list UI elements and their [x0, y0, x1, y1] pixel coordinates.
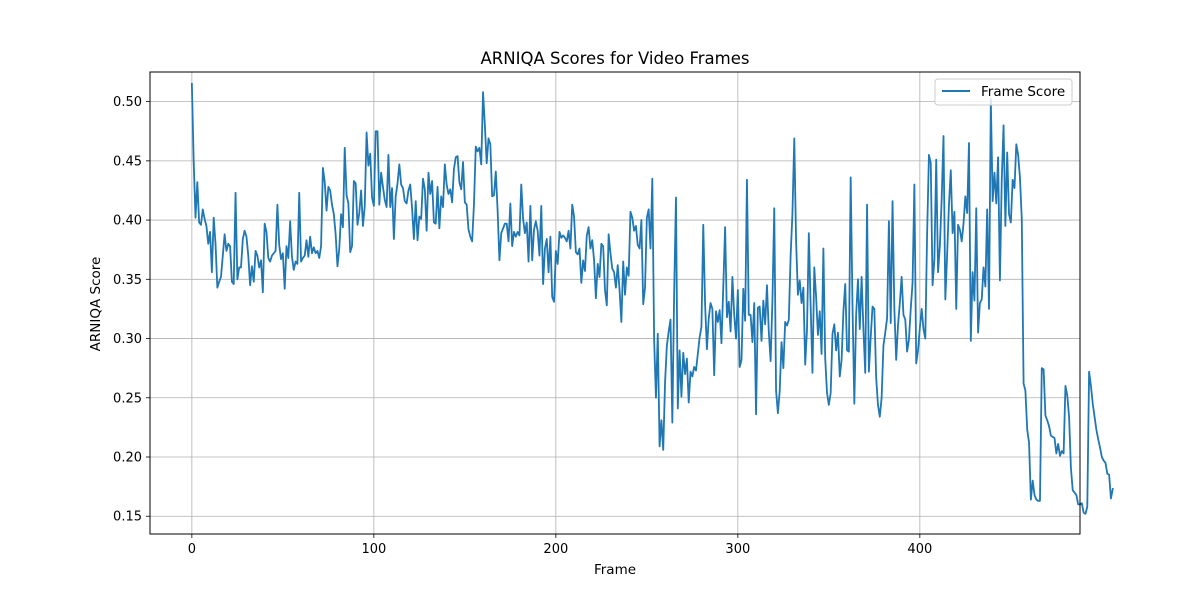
x-tick-label: 400 [907, 542, 932, 557]
x-axis-label: Frame [594, 562, 636, 578]
legend: Frame Score [934, 78, 1073, 106]
y-tick-label: 0.40 [113, 214, 142, 229]
y-axis-ticks: 0.15 0.20 0.25 0.30 0.35 0.40 0.45 0.50 [113, 95, 150, 525]
y-axis-label: ARNIQA Score [88, 257, 104, 352]
series-line-frame-score [190, 82, 1114, 515]
plot-area [190, 82, 1114, 515]
x-tick-label: 0 [188, 542, 196, 557]
x-axis-ticks: 0 100 200 300 400 [188, 534, 932, 557]
y-tick-label: 0.30 [113, 332, 142, 347]
y-tick-label: 0.25 [113, 391, 142, 406]
y-tick-label: 0.20 [113, 451, 142, 466]
y-tick-label: 0.45 [113, 154, 142, 169]
y-tick-label: 0.15 [113, 510, 142, 525]
y-tick-label: 0.50 [113, 95, 142, 110]
legend-box [934, 78, 1073, 106]
axes-frame [149, 71, 1081, 535]
y-tick-label: 0.35 [113, 273, 142, 288]
x-tick-label: 300 [725, 542, 750, 557]
x-tick-label: 100 [361, 542, 386, 557]
legend-label-frame-score: Frame Score [981, 84, 1065, 100]
x-tick-label: 200 [543, 542, 568, 557]
chart-title: ARNIQA Scores for Video Frames [481, 49, 750, 68]
